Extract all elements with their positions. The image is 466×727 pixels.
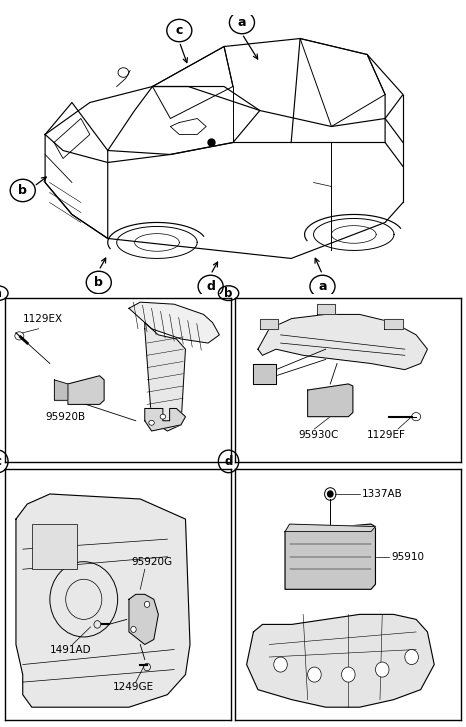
Polygon shape [68, 376, 104, 404]
Polygon shape [384, 318, 403, 329]
Polygon shape [317, 304, 335, 314]
Polygon shape [308, 384, 353, 417]
Circle shape [131, 627, 136, 632]
Text: 95920G: 95920G [131, 557, 172, 567]
Polygon shape [258, 314, 427, 369]
Polygon shape [260, 318, 278, 329]
Text: 1129EF: 1129EF [366, 430, 405, 440]
Text: a: a [238, 16, 246, 29]
Circle shape [144, 601, 150, 607]
Text: 1249GE: 1249GE [113, 682, 154, 692]
Circle shape [342, 667, 355, 682]
Text: a: a [0, 286, 2, 300]
Text: 95910: 95910 [391, 552, 424, 562]
Text: d: d [224, 455, 233, 468]
Text: 95920B: 95920B [45, 411, 85, 422]
Circle shape [160, 414, 165, 419]
Polygon shape [55, 379, 68, 401]
Polygon shape [285, 524, 376, 531]
Text: b: b [18, 184, 27, 197]
Polygon shape [247, 614, 434, 707]
Text: d: d [206, 280, 215, 293]
Text: b: b [94, 276, 103, 289]
FancyBboxPatch shape [32, 524, 77, 569]
Circle shape [308, 667, 321, 682]
Text: c: c [176, 24, 183, 37]
Polygon shape [16, 494, 190, 707]
Circle shape [328, 491, 333, 497]
Polygon shape [254, 364, 276, 384]
Text: 1491AD: 1491AD [50, 645, 91, 654]
Circle shape [405, 649, 418, 664]
Text: 1129EX: 1129EX [23, 313, 63, 324]
Polygon shape [129, 595, 158, 645]
Polygon shape [145, 323, 185, 431]
Text: c: c [0, 455, 1, 468]
Polygon shape [145, 409, 185, 431]
Circle shape [149, 420, 154, 425]
Polygon shape [285, 524, 376, 590]
Circle shape [274, 657, 288, 672]
Text: b: b [224, 286, 233, 300]
Circle shape [376, 662, 389, 677]
Text: 1337AB: 1337AB [362, 489, 403, 499]
Polygon shape [129, 302, 219, 343]
Text: a: a [318, 280, 327, 293]
Text: 95930C: 95930C [299, 430, 339, 440]
